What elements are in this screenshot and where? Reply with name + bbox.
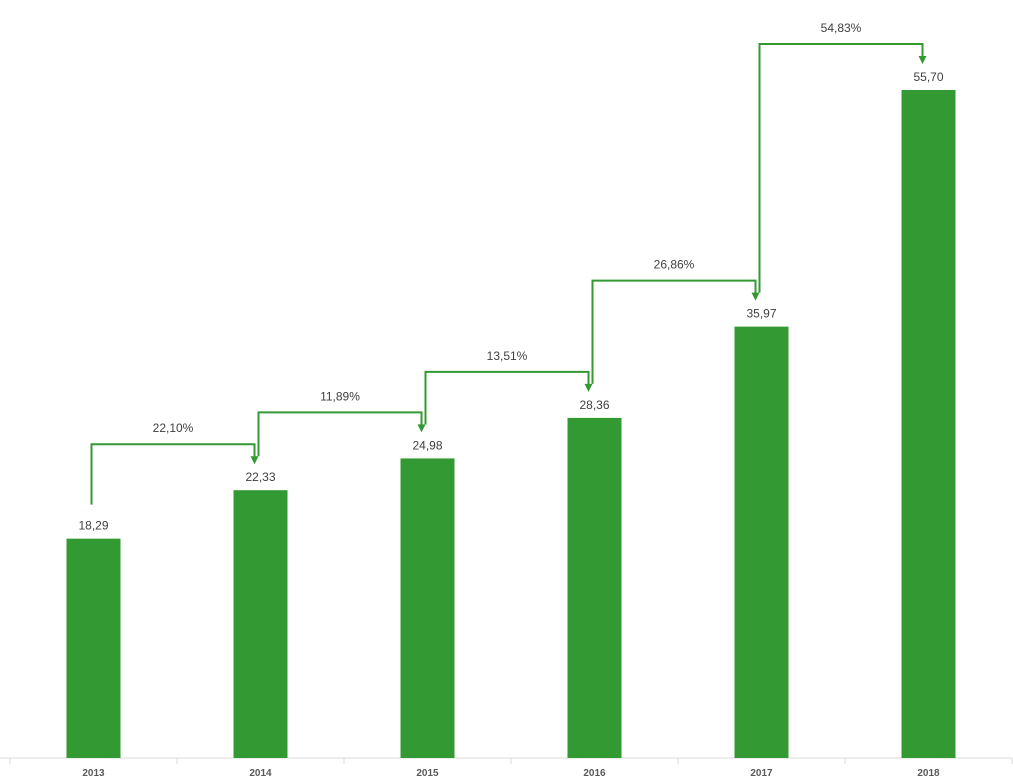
growth-label-2015-2016: 13,51% <box>487 349 528 363</box>
x-tick-label-2018: 2018 <box>917 768 940 778</box>
growth-arrowhead-2014 <box>250 456 259 465</box>
labels: 18,29 2013 22,33 2014 24,98 2015 28,36 2016 35,9… <box>78 21 943 778</box>
bar-2013 <box>66 538 121 758</box>
growth-arrowhead-2018 <box>918 56 927 64</box>
growth-arrowhead-2016 <box>584 383 593 392</box>
growth-arrow-2014-2015 <box>257 411 423 457</box>
x-axis <box>0 757 1013 764</box>
growth-arrow-2016-2017 <box>591 279 757 384</box>
data-label-2015: 24,98 <box>412 438 442 452</box>
bar-2014 <box>233 490 288 758</box>
bar-2017 <box>734 326 789 758</box>
bars <box>66 90 956 758</box>
bar-2015 <box>400 458 455 758</box>
bar-2016 <box>567 417 622 758</box>
bar-2018 <box>901 90 956 758</box>
x-tick-label-2017: 2017 <box>750 768 773 778</box>
data-label-2013: 18,29 <box>78 519 108 533</box>
growth-arrowhead-2015 <box>417 424 426 433</box>
growth-arrow-2015-2016 <box>424 370 590 425</box>
data-label-2017: 35,97 <box>746 307 776 321</box>
data-label-2016: 28,36 <box>579 398 609 412</box>
growth-label-2017-2018: 54,83% <box>821 21 862 35</box>
growth-arrows <box>90 43 927 505</box>
data-label-2018: 55,70 <box>913 70 943 84</box>
x-tick-label-2014: 2014 <box>249 768 272 778</box>
x-tick-label-2016: 2016 <box>583 768 606 778</box>
x-tick-label-2013: 2013 <box>82 768 105 778</box>
x-tick-label-2015: 2015 <box>416 768 439 778</box>
growth-label-2013-2014: 22,10% <box>153 421 194 435</box>
growth-label-2014-2015: 11,89% <box>320 389 360 403</box>
growth-arrowhead-2017 <box>751 292 760 301</box>
growth-label-2016-2017: 26,86% <box>654 258 695 272</box>
growth-arrow-2013-2014 <box>90 443 256 505</box>
growth-arrow-2017-2018 <box>758 43 924 293</box>
data-label-2014: 22,33 <box>245 470 275 484</box>
